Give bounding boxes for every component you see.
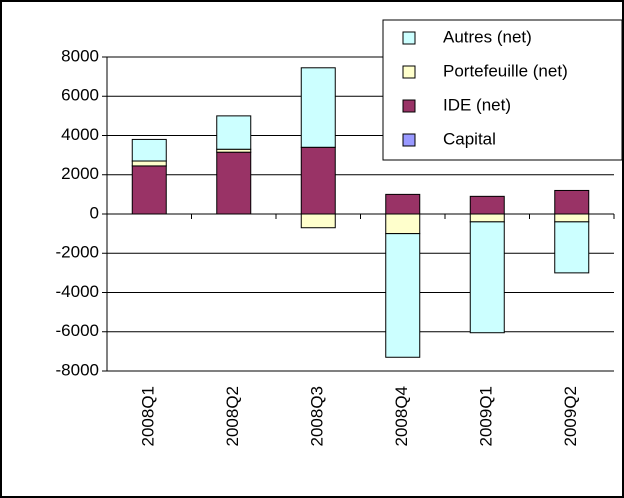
bar-segment xyxy=(216,151,252,215)
x-tick-label: 2008Q2 xyxy=(223,386,242,447)
bar-segment xyxy=(385,213,421,235)
y-tick-label: 0 xyxy=(90,203,99,222)
bar-segment xyxy=(131,165,167,215)
bar-segment xyxy=(385,233,421,358)
legend-label: IDE (net) xyxy=(443,95,511,114)
y-tick-label: -4000 xyxy=(56,282,99,301)
legend-label: Capital xyxy=(443,129,496,148)
bar-segment xyxy=(469,195,505,215)
y-tick-label: -6000 xyxy=(56,321,99,340)
legend-box xyxy=(382,19,623,161)
x-tick-label: 2008Q3 xyxy=(308,386,327,447)
x-tick-label: 2008Q1 xyxy=(139,386,158,447)
legend-label: Portefeuille (net) xyxy=(443,61,568,80)
y-tick-label: -8000 xyxy=(56,360,99,379)
bar-segment xyxy=(554,213,590,223)
bar-segment xyxy=(131,160,167,167)
bar-segment xyxy=(131,138,167,162)
bar-segment xyxy=(469,213,505,223)
legend-swatch xyxy=(402,31,416,45)
legend-swatch xyxy=(402,133,416,147)
y-tick-label: 8000 xyxy=(61,46,99,65)
legend-swatch xyxy=(402,99,416,113)
bar-segment xyxy=(300,146,336,215)
y-tick-label: 6000 xyxy=(61,86,99,105)
x-tick-label: 2009Q1 xyxy=(477,386,496,447)
y-tick-label: -2000 xyxy=(56,243,99,262)
bar-segment xyxy=(554,221,590,274)
bar-segment xyxy=(385,193,421,215)
x-tick-label: 2009Q2 xyxy=(561,386,580,447)
bar-segment xyxy=(216,115,252,150)
y-tick-label: 4000 xyxy=(61,125,99,144)
y-tick-label: 2000 xyxy=(61,164,99,183)
legend-swatch xyxy=(402,65,416,79)
bar-segment xyxy=(300,213,336,229)
bar-segment xyxy=(469,221,505,334)
bar-segment xyxy=(554,189,590,215)
bar-segment xyxy=(300,67,336,148)
x-tick-label: 2008Q4 xyxy=(392,386,411,447)
legend-label: Autres (net) xyxy=(443,27,532,46)
